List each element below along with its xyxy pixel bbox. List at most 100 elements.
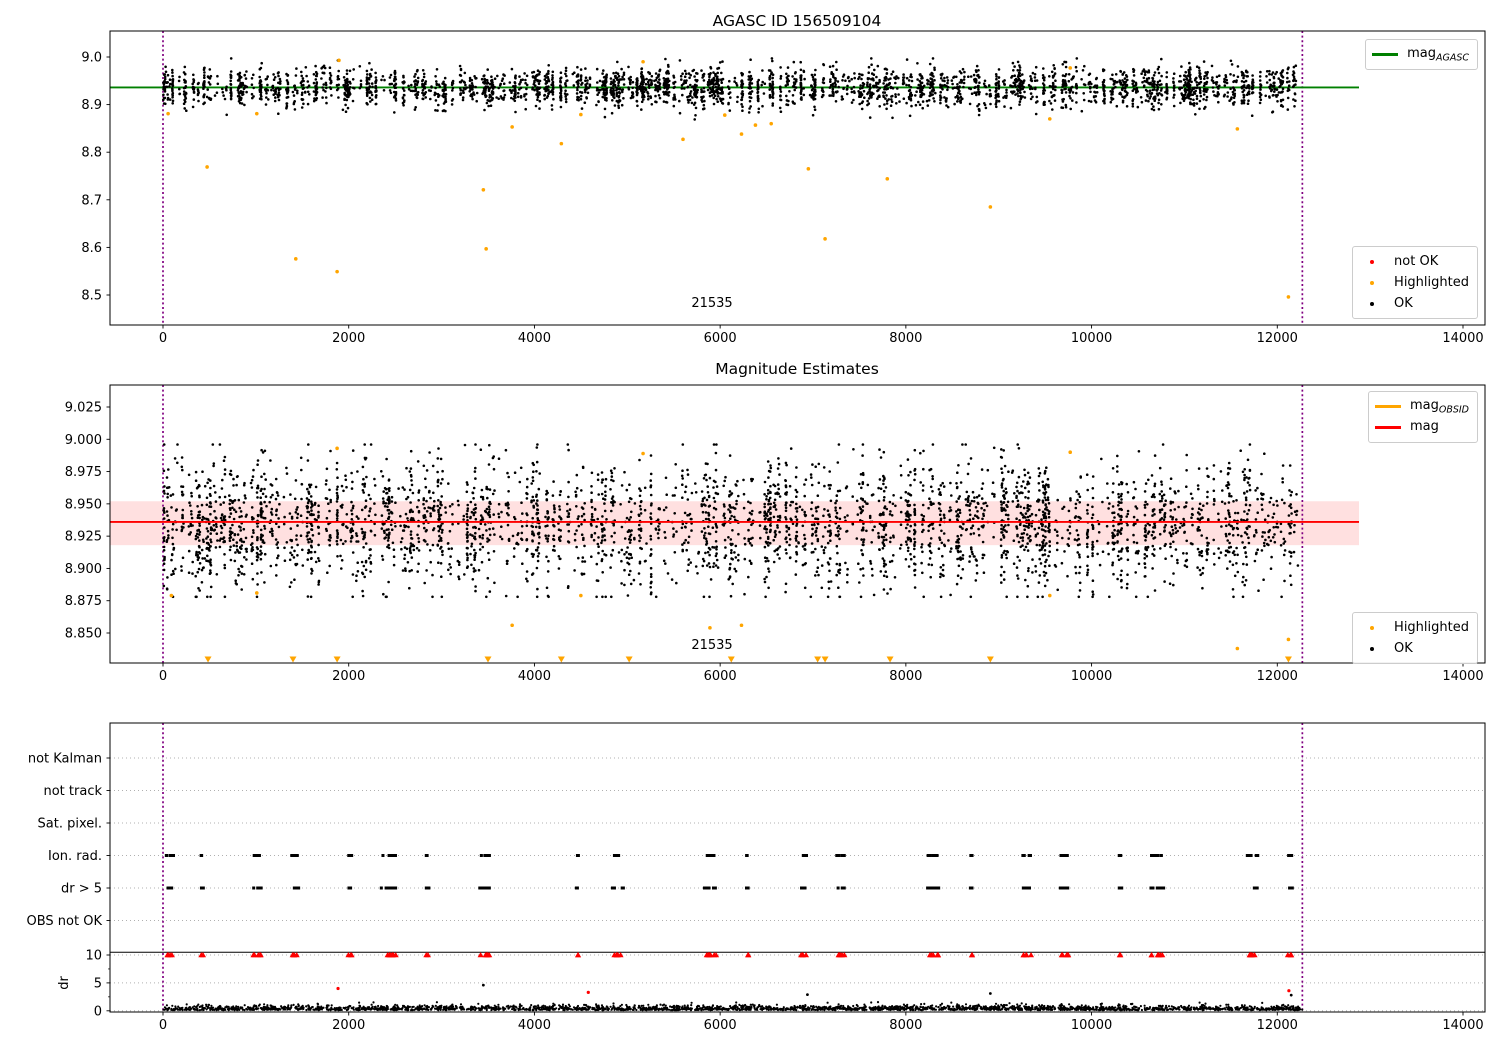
highlighted-point [1235,646,1240,651]
panel1-title: AGASC ID 156509104 [712,12,882,30]
clipped-low-marker [625,656,633,663]
flag-marker [295,886,299,890]
flag-marker [1247,854,1251,857]
flag-marker [1287,854,1291,857]
flag-marker [199,854,203,857]
flag-marker [1027,886,1031,890]
flag-marker [170,886,174,890]
ok-marker-swatch [1359,301,1385,306]
dr-outlier-red [1287,989,1291,993]
flag-marker [394,886,398,890]
highlighted-marker-swatch [1359,625,1385,630]
x-tick-label: 6000 [704,331,737,346]
panel-magnitude-estimates: 0 2000 4000 6000 8000 10000 12000 14000 9.025 9.0… [65,384,1486,684]
x-tick-label: 4000 [518,331,551,346]
dr-clipped-marker [713,952,720,958]
flag-marker [1021,886,1025,890]
flag-marker [479,854,483,857]
dr-clipped-marker [575,952,582,958]
panel2-title: Magnitude Estimates [715,360,879,378]
dr-clipped-marker [423,952,430,958]
highlighted-point [823,237,827,241]
legend-label: OK [1394,641,1413,656]
legend-item-highlighted: Highlighted [1359,617,1469,638]
highlighted-point [205,165,209,169]
flag-marker [487,854,491,857]
flag-marker [1253,886,1257,890]
dr-clipped-marker [613,952,620,958]
flag-marker [836,854,840,857]
dr-clipped-marker [477,952,484,958]
legend-item-highlighted: Highlighted [1359,272,1469,293]
highlighted-point [510,623,514,628]
dr-clipped-marker [386,952,393,958]
y-tick-label: 8.850 [65,627,102,642]
flag-marker [931,886,935,890]
highlighted-point [559,141,564,146]
highlighted-point [641,451,645,456]
dr-clipped-marker [935,952,942,958]
legend-label: magOBSID [1409,397,1469,416]
highlighted-point [806,167,811,171]
dr-outlier-black [988,992,992,995]
flag-marker [712,854,716,857]
legend-item-mag: mag [1374,417,1469,438]
x-tick-label: 14000 [1442,1018,1483,1033]
highlighted-point [579,593,583,598]
dr-outlier-red [336,986,340,991]
not-ok-marker-swatch [1359,259,1385,264]
dr-clipped-marker [926,952,933,958]
clipped-low-marker [727,656,735,663]
dr-clipped-marker [200,952,207,958]
flag-marker [1064,854,1068,857]
highlighted-point [579,112,583,117]
flag-marker [1061,854,1065,857]
highlighted-point [510,125,514,129]
highlighted-point [641,59,645,64]
highlighted-marker-swatch [1359,280,1385,285]
dr-clipped-marker [167,952,174,958]
dr-clipped-marker [798,952,805,958]
flag-marker [165,854,169,857]
dr-clipped-marker [1064,952,1071,958]
x-tick-label: 8000 [889,331,922,346]
clipped-low-marker [204,656,212,663]
y-tick-label: 9.000 [65,433,102,448]
panel1-spines [109,30,1486,326]
y-tick-label: 9.025 [65,401,102,416]
x-tick-label: 12000 [1257,669,1298,684]
highlighted-point [1068,66,1073,70]
flag-marker [706,886,710,890]
highlighted-point [722,113,727,117]
flag-marker [616,854,620,857]
category-label: OBS not OK [27,914,103,929]
legend-item-not-ok: not OK [1359,251,1469,272]
highlighted-point [169,593,174,598]
clipped-low-marker [1284,656,1292,663]
flag-marker [384,886,388,890]
dr-clipped-marker [1148,952,1155,958]
dr-points [162,1001,1304,1012]
x-tick-label: 0 [159,669,167,684]
y-tick-label: 8.925 [65,530,102,545]
dr-outlier-black [806,993,809,997]
flag-marker [478,886,482,890]
x-tick-label: 0 [159,1018,167,1033]
y-tick-label: 8.5 [81,289,102,304]
x-tick-label: 10000 [1071,669,1112,684]
ok-points [162,57,1298,121]
flag-marker [290,854,294,857]
flag-marker [1256,854,1260,857]
highlighted-point [254,111,259,116]
highlighted-point [988,205,993,209]
highlighted-point [481,188,486,192]
flag-marker [350,854,354,857]
flag-marker [802,886,806,890]
flag-marker [347,854,351,857]
x-tick-label: 2000 [332,331,365,346]
flag-marker [259,886,263,890]
y-tick-label: 8.975 [65,465,102,480]
flag-marker [934,886,938,890]
